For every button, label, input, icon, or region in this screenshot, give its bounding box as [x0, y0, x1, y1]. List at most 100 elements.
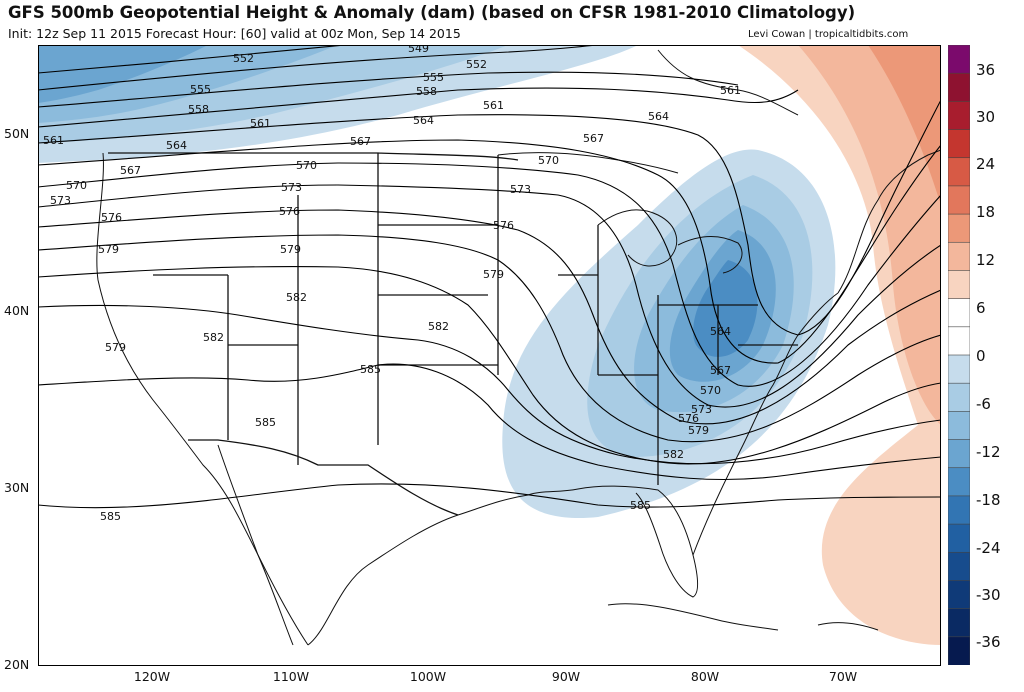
colorbar-swatch [948, 213, 970, 244]
contour-label-555: 555 [190, 83, 211, 96]
colorbar-swatch [948, 270, 970, 300]
colorbar-swatch [948, 129, 970, 159]
lat-label-50n: 50N [4, 126, 30, 141]
colorbar-swatch [948, 45, 970, 74]
contour-label-558: 558 [416, 85, 437, 98]
colorbar-swatch [948, 72, 970, 103]
contour-label-552: 552 [466, 58, 487, 71]
colorbar-label: -36 [976, 633, 1001, 651]
contour-label-552: 552 [233, 52, 254, 65]
lat-label-30n: 30N [4, 480, 30, 495]
colorbar-label: 6 [976, 299, 986, 317]
colorbar-swatch [948, 411, 970, 441]
contour-label-570: 570 [296, 159, 317, 172]
contour-label-573: 573 [281, 181, 302, 194]
credit-text: Levi Cowan | tropicaltidbits.com [748, 29, 909, 40]
colorbar-swatch [948, 241, 970, 272]
northwest-negative-anomaly [38, 45, 638, 163]
contour-label-576: 576 [678, 412, 699, 425]
lon-label-70w: 70W [828, 669, 858, 684]
contour-label-576: 576 [279, 205, 300, 218]
colorbar-label: 24 [976, 155, 996, 173]
colorbar-swatch [948, 157, 970, 187]
contour-label-585: 585 [360, 363, 381, 376]
contour-label-579: 579 [688, 424, 709, 437]
map-frame [38, 45, 941, 666]
contour-label-579: 579 [98, 243, 119, 256]
contour-label-561: 561 [720, 84, 741, 97]
colorbar-swatch [948, 185, 970, 215]
contour-label-585: 585 [255, 416, 276, 429]
contour-label-555: 555 [423, 71, 444, 84]
colorbar-label: -30 [976, 586, 1001, 604]
contour-label-561: 561 [483, 99, 504, 112]
contour-label-567: 567 [583, 132, 604, 145]
colorbar-swatch [948, 523, 970, 554]
colorbar-label: 12 [976, 251, 996, 269]
colorbar-label: 18 [976, 203, 996, 221]
colorbar-swatch [948, 382, 970, 413]
contour-label-585: 585 [630, 499, 651, 512]
contour-label-567: 567 [120, 164, 141, 177]
atlantic-positive-anomaly [738, 45, 941, 645]
contour-label-573: 573 [691, 403, 712, 416]
contour-label-558: 558 [188, 103, 209, 116]
colorbar-swatch [948, 439, 970, 469]
colorbar-label: 0 [976, 347, 986, 365]
political-borders [108, 152, 798, 516]
contour-label-573: 573 [510, 183, 531, 196]
contour-label-576: 576 [101, 211, 122, 224]
lon-label-90w: 90W [551, 669, 581, 684]
contour-label-582: 582 [428, 320, 449, 333]
contour-labels: 549 552 552 555 555 558 558 561 561 561 … [43, 45, 741, 523]
colorbar-label: -24 [976, 539, 1001, 557]
contour-label-570: 570 [66, 179, 87, 192]
colorbar-swatch [948, 636, 970, 665]
colorbar-label: -18 [976, 491, 1001, 509]
contour-label-567: 567 [710, 364, 731, 377]
contour-label-564: 564 [166, 139, 187, 152]
colorbar-swatch [948, 354, 970, 384]
contour-label-579: 579 [483, 268, 504, 281]
colorbar-swatch [948, 608, 970, 638]
contour-label-573: 573 [50, 194, 71, 207]
lat-label-40n: 40N [4, 303, 30, 318]
lon-label-110w: 110W [272, 669, 310, 684]
colorbar-label: 30 [976, 108, 996, 126]
lon-label-80w: 80W [690, 669, 720, 684]
colorbar-swatch [948, 551, 970, 582]
contour-label-570: 570 [538, 154, 559, 167]
lon-label-100w: 100W [409, 669, 447, 684]
colorbar-swatch [948, 326, 970, 356]
colorbar-swatch [948, 580, 970, 610]
contour-label-564: 564 [648, 110, 669, 123]
contour-label-582: 582 [203, 331, 224, 344]
contour-label-561: 561 [250, 117, 271, 130]
colorbar-swatch [948, 467, 970, 497]
coastlines [96, 49, 941, 646]
colorbar-label: -12 [976, 443, 1001, 461]
map-title: GFS 500mb Geopotential Height & Anomaly … [8, 3, 856, 22]
contour-label-561: 561 [43, 134, 64, 147]
colorbar-swatch [948, 101, 970, 131]
colorbar-label: -6 [976, 395, 991, 413]
contour-label-576: 576 [493, 219, 514, 232]
contour-label-582: 582 [286, 291, 307, 304]
map-panel: 549 552 552 555 555 558 558 561 561 561 … [38, 45, 941, 666]
lon-label-120w: 120W [133, 669, 171, 684]
contour-label-564: 564 [413, 114, 434, 127]
contour-label-582: 582 [663, 448, 684, 461]
contour-label-570: 570 [700, 384, 721, 397]
contour-label-585: 585 [100, 510, 121, 523]
contour-label-567: 567 [350, 135, 371, 148]
contour-label-564: 564 [710, 325, 731, 338]
contour-label-579: 579 [280, 243, 301, 256]
colorbar-swatch [948, 495, 970, 525]
contour-label-549: 549 [408, 45, 429, 55]
anomaly-colorbar [948, 45, 970, 665]
height-contours [38, 45, 941, 509]
colorbar-swatch [948, 298, 970, 328]
map-subtitle: Init: 12z Sep 11 2015 Forecast Hour: [60… [8, 26, 461, 41]
contour-label-579: 579 [105, 341, 126, 354]
colorbar-label: 36 [976, 61, 996, 79]
